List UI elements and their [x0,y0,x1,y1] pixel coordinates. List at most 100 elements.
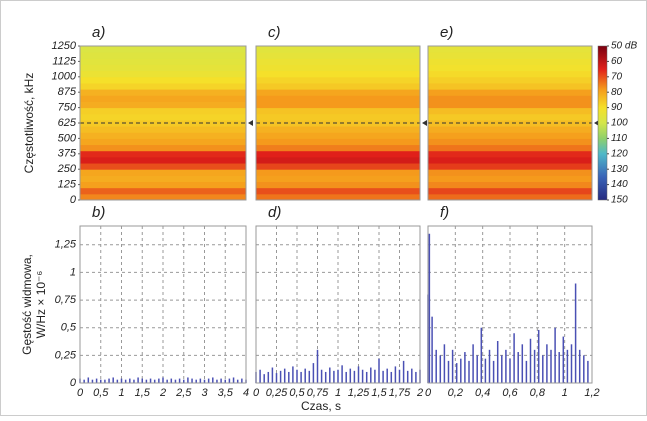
heat-band [428,132,592,139]
heat-band [428,126,592,133]
y-tick-label: 500 [58,132,77,144]
panel-label: d) [268,204,281,221]
x-tick-label: 1,5 [371,387,387,399]
heat-band [428,188,592,195]
colorbar-label: 110 [611,133,627,144]
x-tick-label: 4 [243,387,249,399]
heat-band [80,151,246,158]
x-tick-label: 1 [118,387,124,399]
heat-band [256,175,420,182]
y-tick-label: 0 [70,377,77,389]
heat-band [80,188,246,195]
heat-band [428,157,592,164]
heat-band [80,83,246,90]
y-tick-label: 250 [57,163,77,175]
heat-band [428,95,592,102]
heat-band [256,145,420,152]
heat-band [256,169,420,176]
x-tick-label: 0 [77,387,84,399]
y-tick-label: 0,75 [55,294,77,306]
heat-band [80,77,246,84]
heat-band [428,77,592,84]
y-tick-label: 0,25 [55,349,77,361]
y-tick-label: 375 [58,148,77,160]
y-tick-label: 1250 [52,40,77,52]
colorbar-label: 70 [611,71,623,82]
panel-label: e) [440,24,453,41]
heat-band [256,188,420,195]
heat-band [80,108,246,115]
colorbar-label: 50 dB [611,41,637,52]
heat-band [256,83,420,90]
heat-band [256,138,420,145]
heat-band [256,77,420,84]
heat-band [256,64,420,71]
y-tick-label: 0,5 [61,322,77,334]
heat-band [256,95,420,102]
heat-band [256,52,420,59]
colorbar [598,46,607,200]
x-tick-label: 1 [335,387,341,399]
colorbar-label: 100 [611,118,628,129]
heat-band [256,71,420,78]
x-tick-label: 0 [425,387,432,399]
x-tick-label: 1,25 [348,387,370,399]
y-tick-label: 750 [58,102,77,114]
x-tick-label: 3 [201,387,208,399]
heat-band [80,71,246,78]
heat-band [80,64,246,71]
heat-band [80,163,246,170]
y-axis-label: W/Hz × 10⁻⁶ [34,271,48,339]
heat-band [428,175,592,182]
heat-band [428,101,592,108]
heat-band [80,157,246,164]
panel-label: b) [92,204,105,221]
heat-band [80,126,246,133]
heat-band [80,169,246,176]
y-tick-label: 1 [70,266,76,278]
heat-band [80,89,246,96]
y-tick-label: 625 [58,117,77,129]
heat-band [428,71,592,78]
y-tick-label: 1125 [52,55,77,67]
heat-band [428,83,592,90]
heat-band [256,108,420,115]
heat-band [80,145,246,152]
y-tick-label: 1,25 [55,239,77,251]
heat-band [428,52,592,59]
heat-band [80,46,246,53]
colorbar-label: 60 [611,56,623,67]
heat-band [80,95,246,102]
y-tick-label: 0 [70,194,77,206]
x-tick-label: 0,25 [266,387,288,399]
heat-band [428,114,592,121]
x-tick-label: 1 [562,387,568,399]
colorbar-label: 140 [611,179,628,190]
heat-band [256,46,420,53]
heat-band [428,138,592,145]
heat-band [256,114,420,121]
x-tick-label: 2,5 [175,387,192,399]
colorbar-label: 80 [611,87,623,98]
heat-band [428,169,592,176]
x-tick-label: 0,8 [530,387,546,399]
heat-band [428,163,592,170]
x-tick-label: 2 [416,387,423,399]
heat-band [256,101,420,108]
heat-band [428,182,592,189]
y-tick-label: 1000 [52,71,77,83]
heat-band [428,58,592,65]
y-axis-label: Częstotliwość, kHz [22,73,36,174]
heat-band [256,157,420,164]
heat-band [80,52,246,59]
x-tick-label: 0,5 [289,387,305,399]
heat-band [256,182,420,189]
heat-band [256,126,420,133]
x-tick-label: 1,2 [584,387,599,399]
y-tick-label: 875 [58,86,77,98]
x-tick-label: 2 [159,387,166,399]
x-tick-label: 0,75 [307,387,329,399]
heat-band [80,132,246,139]
x-tick-label: 3,5 [218,387,234,399]
